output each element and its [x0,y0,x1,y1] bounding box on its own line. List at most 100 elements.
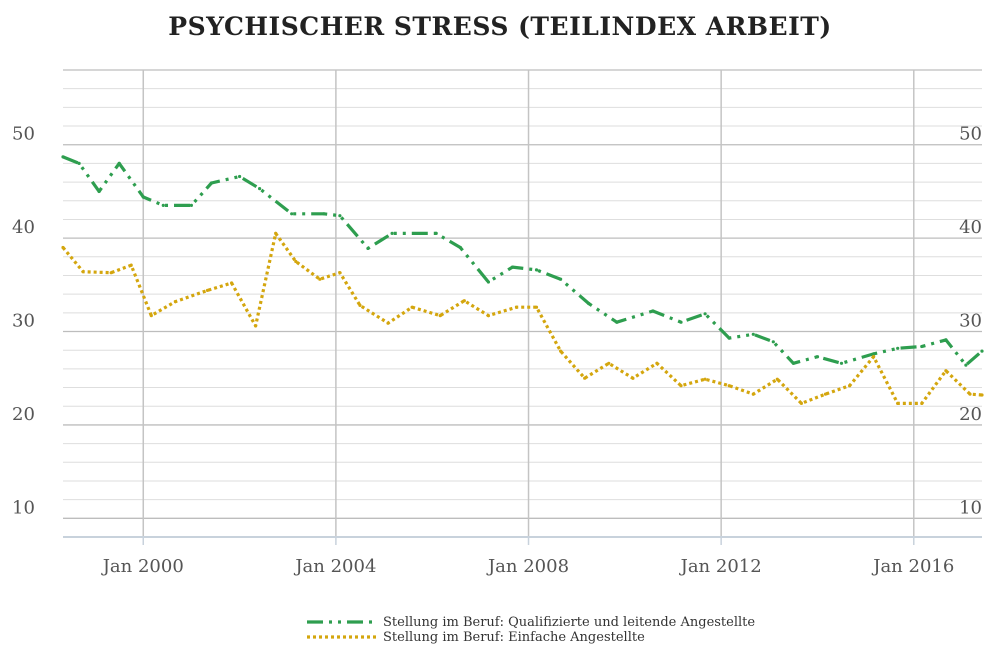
data-point-series-2 [980,393,984,397]
data-point-series-2 [358,303,362,307]
x-tick-label: Jan 2000 [101,556,184,577]
data-point-series-2 [338,271,342,275]
data-point-series-1 [161,203,165,207]
y-tick-label-right: 50 [959,124,982,145]
data-point-series-2 [486,314,490,318]
data-point-series-2 [679,384,683,388]
data-point-series-2 [848,384,852,388]
data-point-series-2 [559,349,563,353]
data-point-series-1 [458,245,462,250]
data-point-series-1 [338,214,342,218]
data-point-series-1 [61,155,65,159]
data-point-series-1 [559,277,563,281]
data-point-series-2 [799,401,804,405]
data-point-series-1 [117,161,121,165]
data-point-series-1 [209,181,214,185]
series-lines [61,155,984,405]
legend-label: Stellung im Beruf: Qualifizierte und lei… [383,615,755,630]
data-point-series-1 [751,332,755,336]
data-point-series-2 [727,384,731,388]
data-point-series-2 [438,314,442,318]
data-point-series-2 [205,288,210,292]
data-point-series-2 [129,263,133,267]
y-tick-label-left: 20 [12,404,35,425]
data-point-series-1 [290,212,294,216]
x-tick-label: Jan 2012 [679,556,762,577]
data-point-series-2 [920,401,924,405]
data-point-series-2 [514,305,519,309]
data-point-series-2 [607,361,611,365]
data-point-series-1 [322,212,326,216]
data-point-series-2 [775,377,779,381]
data-point-series-1 [366,246,370,250]
data-point-series-2 [631,376,635,380]
data-point-series-1 [839,361,844,365]
data-point-series-1 [980,349,984,353]
y-tick-label-left: 30 [12,311,35,332]
data-point-series-1 [815,355,820,359]
data-point-series-2 [230,281,234,285]
data-point-series-1 [434,231,438,235]
data-point-series-1 [258,187,262,191]
data-point-series-2 [173,300,177,304]
legend-label: Stellung im Beruf: Einfache Angestellte [383,630,645,645]
data-point-series-1 [896,346,900,350]
data-point-series-1 [872,352,876,356]
data-point-series-1 [587,301,591,306]
data-point-series-2 [386,321,390,325]
x-tick-label: Jan 2004 [293,556,376,577]
x-tick-label: Jan 2008 [486,556,569,577]
data-point-series-2 [703,377,707,381]
series-line-1 [62,155,984,367]
y-tick-label-right: 30 [959,311,982,332]
data-point-series-1 [486,280,490,284]
data-point-series-2 [944,369,948,373]
data-point-series-1 [615,320,619,324]
data-point-series-2 [896,401,900,405]
data-point-series-1 [920,344,924,349]
data-point-series-2 [410,305,414,309]
y-tick-label-left: 50 [12,124,35,145]
data-point-series-2 [274,231,278,235]
grid [63,69,982,538]
data-point-series-1 [510,265,515,269]
data-point-series-1 [703,312,707,316]
data-point-series-2 [254,324,258,328]
chart-title: PSYCHISCHER STRESS (TEILINDEX ARBEIT) [168,12,832,41]
y-tick-label-left: 40 [12,217,35,238]
y-tick-label-right: 20 [959,404,982,425]
data-point-series-2 [823,392,828,396]
data-point-series-1 [238,174,242,179]
data-point-series-2 [109,271,113,275]
data-point-series-2 [149,314,153,318]
data-point-series-2 [751,392,755,396]
data-point-series-1 [534,268,539,272]
data-point-series-1 [390,231,394,235]
data-point-series-2 [61,245,65,250]
data-point-series-1 [679,320,683,324]
data-point-series-1 [944,338,948,342]
data-point-series-2 [534,305,539,309]
data-point-series-1 [97,189,101,193]
y-tick-label-right: 40 [959,217,982,238]
data-point-series-1 [964,363,968,367]
y-tick-label-right: 10 [959,497,982,518]
y-tick-label-left: 10 [12,497,35,518]
data-point-series-2 [655,361,659,365]
data-point-series-2 [294,259,298,264]
data-point-series-2 [318,277,322,281]
data-point-series-2 [872,355,876,359]
data-point-series-2 [81,270,85,274]
x-tick-label: Jan 2016 [871,556,954,577]
axes: Jan 2000 Jan 2004 Jan 2008 Jan 2012 Jan 2016… [12,124,982,577]
legend: Stellung im Beruf: Qualifizierte und lei… [307,615,755,645]
data-point-series-1 [141,195,145,199]
series-line-2 [61,231,983,405]
data-point-series-1 [771,340,775,344]
data-point-series-1 [189,203,193,207]
data-point-series-1 [727,336,731,340]
data-point-series-2 [968,392,972,396]
data-point-series-2 [583,376,587,380]
data-point-series-1 [77,161,81,165]
